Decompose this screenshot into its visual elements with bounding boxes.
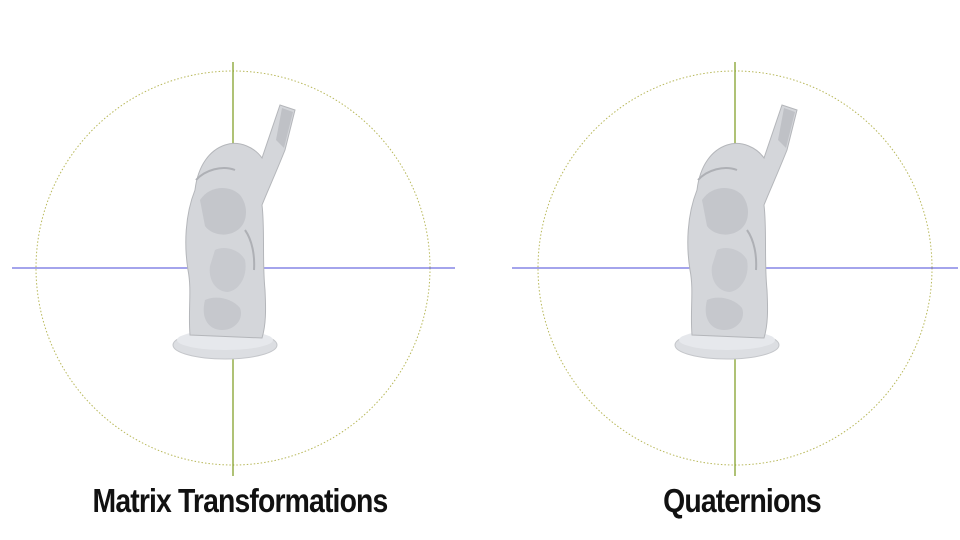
quaternions-label: Quaternions — [663, 482, 822, 519]
quaternion-viewport — [512, 62, 958, 476]
panel-quaternions: Quaternions — [480, 0, 960, 540]
3d-statue-model — [172, 104, 296, 360]
panel-matrix-transformations: Matrix Transformations — [12, 62, 455, 519]
matrix-transformations-label: Matrix Transformations — [92, 482, 389, 519]
3d-statue-model — [674, 104, 798, 360]
matrix-viewport — [12, 62, 455, 476]
